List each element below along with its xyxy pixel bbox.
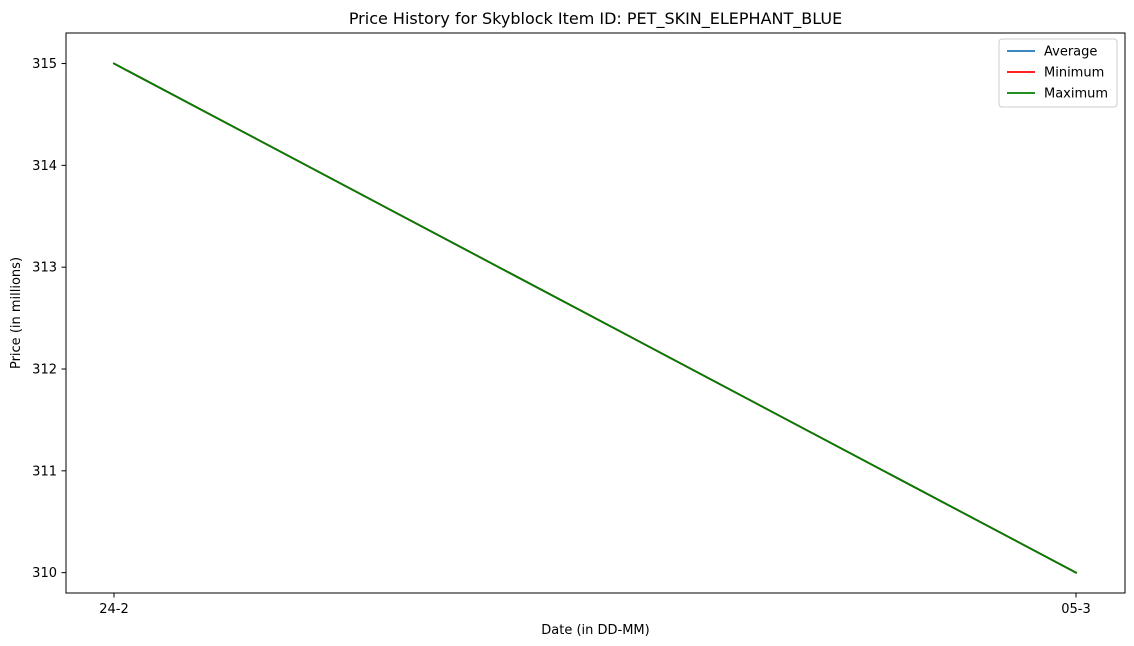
x-tick-label: 05-3	[1061, 602, 1091, 617]
y-tick-label: 310	[32, 566, 57, 581]
y-axis-ticks: 310 311 312 313 314 315	[32, 57, 66, 581]
y-tick-label: 313	[32, 261, 57, 276]
y-tick-label: 312	[32, 363, 57, 378]
series-line-maximum	[112, 62, 1078, 574]
legend-label-minimum: Minimum	[1044, 66, 1104, 81]
legend-label-maximum: Maximum	[1044, 87, 1108, 102]
axes-frame	[65, 32, 1126, 594]
y-axis-label: Price (in millions)	[9, 257, 24, 369]
legend-box	[998, 38, 1118, 108]
y-tick-label: 315	[32, 57, 57, 72]
x-axis-ticks: 24-2 05-3	[99, 593, 1091, 617]
legend-label-average: Average	[1044, 45, 1097, 60]
y-tick-label: 314	[32, 159, 57, 174]
chart-title: Price History for Skyblock Item ID: PET_…	[349, 9, 842, 29]
series-lines	[112, 62, 1078, 574]
x-axis-label: Date (in DD-MM)	[541, 623, 649, 638]
x-tick-label: 24-2	[99, 602, 129, 617]
plot-area: 310 311 312 313 314 315 24-2 05-3	[32, 32, 1126, 617]
legend: Average Minimum Maximum	[998, 38, 1118, 108]
y-tick-label: 311	[32, 464, 57, 479]
